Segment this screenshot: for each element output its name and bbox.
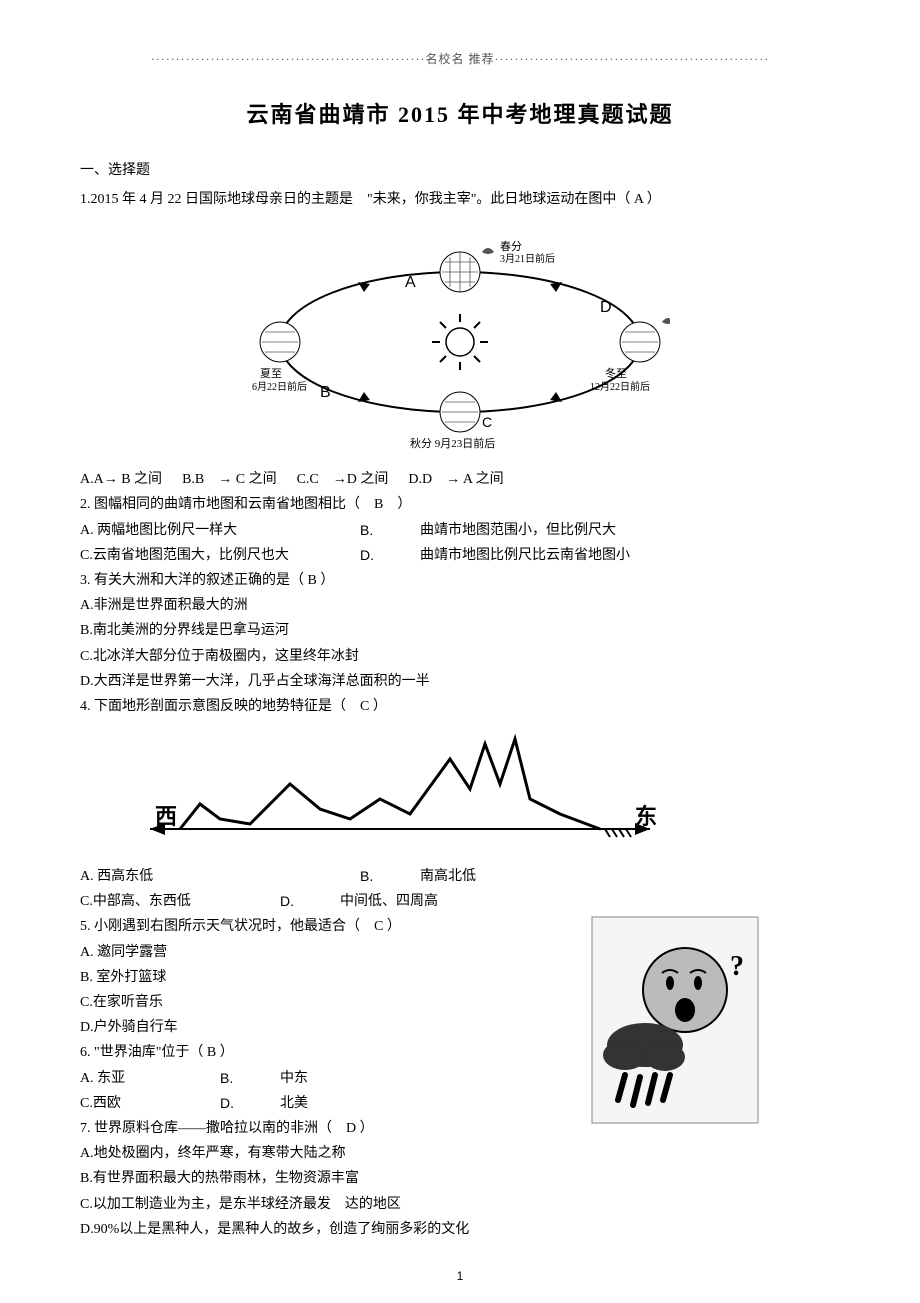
q6-opt-b-label: B. (220, 1066, 280, 1091)
q2-opt-b-label: B. (360, 518, 420, 543)
q1-opt-b: B.B → C 之间 (182, 467, 277, 492)
orbit-summer: 夏至 (260, 367, 282, 380)
question-6-text: 6. "世界油库"位于（ B ） (80, 1040, 640, 1065)
q5-opt-b: B. 室外打篮球 (80, 965, 640, 990)
q3-opt-d: D.大西洋是世界第一大洋，几乎占全球海洋总面积的一半 (80, 669, 840, 694)
q2-opt-a: A. 两幅地图比例尺一样大 (80, 518, 360, 543)
q2-opt-d: 曲靖市地图比例尺比云南省地图小 (420, 543, 840, 568)
orbit-diagram: A B D 春分 3月21日前后 夏至 6月22日前后 秋分 9月23日前后 冬… (80, 222, 840, 457)
orbit-winter-date: 12月22日前后 (590, 380, 650, 393)
q4-opt-a: A. 西高东低 (80, 864, 360, 889)
q2-opt-d-label: D. (360, 543, 420, 568)
orbit-label-d: D (600, 299, 612, 316)
q1-opt-d: D.D → A 之间 (408, 467, 503, 492)
question-2-text: 2. 图幅相同的曲靖市地图和云南省地图相比（ B ） (80, 492, 840, 517)
orbit-label-b: B (320, 384, 331, 401)
q4-opt-b: 南高北低 (420, 864, 840, 889)
q3-opt-c: C.北冰洋大部分位于南极圈内，这里终年冰封 (80, 644, 840, 669)
q7-opt-d: D.90%以上是黑种人，是黑种人的故乡，创造了绚丽多彩的文化 (80, 1217, 640, 1242)
question-1-options: A.A→ B 之间 B.B → C 之间 C.C →D 之间 D.D → A 之… (80, 467, 840, 492)
page-title: 云南省曲靖市 2015 年中考地理真题试题 (80, 97, 840, 129)
q4-opt-d: 中间低、四周高 (340, 889, 840, 914)
question-1-text: 1.2015 年 4 月 22 日国际地球母亲日的主题是 "未来，你我主宰"。此… (80, 187, 840, 212)
orbit-label-a: A (405, 274, 416, 291)
orbit-winter: 冬至 (605, 366, 627, 380)
q2-opt-c: C.云南省地图范围大，比例尺也大 (80, 543, 360, 568)
q7-opt-b: B.有世界面积最大的热带雨林，生物资源丰富 (80, 1166, 640, 1191)
q6-opt-a: A. 东亚 (80, 1066, 220, 1091)
orbit-autumn: 秋分 9月23日前后 (410, 436, 495, 450)
question-4-options: A. 西高东低 B. 南高北低 C.中部高、东西低 D. 中间低、四周高 (80, 864, 840, 914)
terrain-east: 东 (635, 804, 657, 829)
q5-opt-d: D.户外骑自行车 (80, 1015, 640, 1040)
question-2-options: A. 两幅地图比例尺一样大 B. 曲靖市地图范围小，但比例尺大 C.云南省地图范… (80, 518, 840, 568)
section-heading: 一、选择题 (80, 159, 840, 179)
q4-opt-b-label: B. (360, 864, 420, 889)
terrain-west: 西 (155, 804, 177, 829)
q6-opt-c: C.西欧 (80, 1091, 220, 1116)
question-6-options: A. 东亚 B. 中东 C.西欧 D. 北美 (80, 1066, 640, 1116)
orbit-summer-date: 6月22日前后 (252, 380, 307, 393)
q3-opt-b: B.南北美洲的分界线是巴拿马运河 (80, 618, 840, 643)
orbit-label-c: C (482, 414, 492, 430)
q1-opt-a: A.A→ B 之间 (80, 467, 162, 492)
q2-opt-b: 曲靖市地图范围小，但比例尺大 (420, 518, 840, 543)
page-number: 1 (457, 1269, 464, 1283)
q6-opt-d: 北美 (280, 1091, 640, 1116)
q5-opt-a: A. 邀同学露营 (80, 940, 640, 965)
question-7-text: 7. 世界原料仓库——撒哈拉以南的非洲（ D ） (80, 1116, 640, 1141)
q7-opt-a: A.地处极圈内，终年严寒，有寒带大陆之称 (80, 1141, 640, 1166)
q4-opt-d-label: D. (280, 889, 340, 914)
q6-opt-d-label: D. (220, 1091, 280, 1116)
q7-opt-c: C.以加工制造业为主，是东半球经济最发 达的地区 (80, 1192, 640, 1217)
header-decoration: ········································… (80, 50, 840, 67)
q5-opt-c: C.在家听音乐 (80, 990, 640, 1015)
svg-text:?: ? (730, 951, 744, 982)
orbit-spring-date: 3月21日前后 (500, 252, 555, 265)
question-4-text: 4. 下面地形剖面示意图反映的地势特征是（ C ） (80, 694, 840, 719)
question-3-text: 3. 有关大洲和大洋的叙述正确的是（ B ） (80, 568, 840, 593)
q6-opt-b: 中东 (280, 1066, 640, 1091)
question-5-text: 5. 小刚遇到右图所示天气状况时，他最适合（ C ） (80, 914, 640, 939)
q4-opt-c: C.中部高、东西低 (80, 889, 280, 914)
q3-opt-a: A.非洲是世界面积最大的洲 (80, 593, 840, 618)
orbit-spring: 春分 (500, 240, 522, 253)
terrain-diagram: 西 东 (80, 719, 840, 864)
weather-icon: ? (590, 915, 760, 1130)
q1-opt-c: C.C →D 之间 (297, 467, 389, 492)
